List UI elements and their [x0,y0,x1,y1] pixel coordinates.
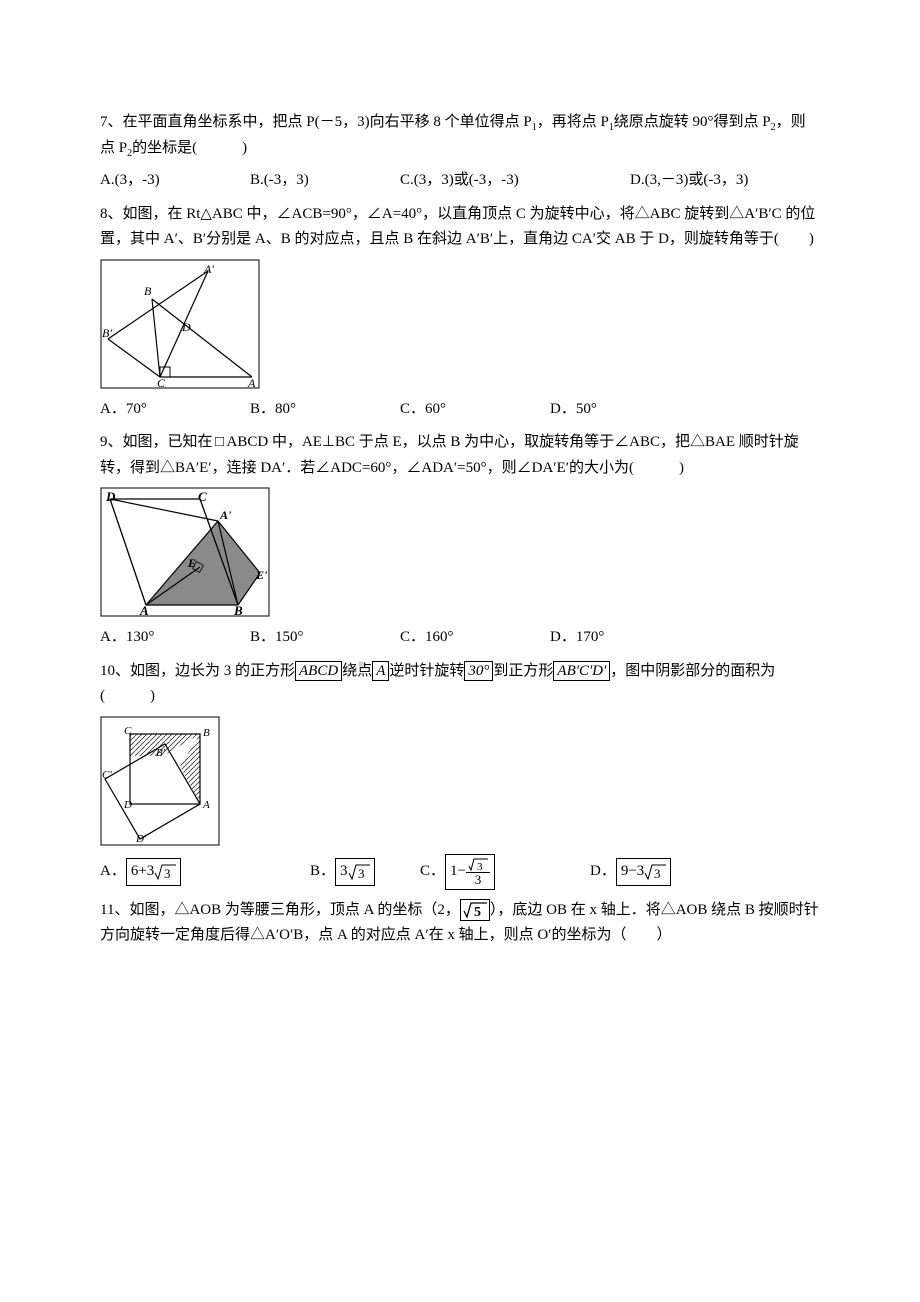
q11-sqrt5: 5 [460,899,490,921]
q9-option-a: A．130° [100,625,250,651]
q10-options: A．6+33 B．33 C．1−33 D．9−33 [100,854,820,890]
q8-option-b: B．80° [250,397,400,423]
svg-text:5: 5 [474,905,481,919]
svg-text:C: C [198,489,207,504]
question-9: 9、如图，已知在□ABCD 中，AE⊥BC 于点 E，以点 B 为中心，取旋转角… [100,430,820,651]
svg-text:A': A' [203,262,214,276]
q7-option-d: D.(3,－3)或(-3，3) [630,168,810,194]
q10-a-box: 6+33 [126,858,181,886]
q11-prefix: 11、如图，△AOB 为等腰三角形，顶点 A 的坐标（2， [100,902,460,918]
question-8: 8、如图，在 Rt△ABC 中，∠ACB=90°，∠A=40°，以直角顶点 C … [100,202,820,423]
page: { "colors": { "text": "#000000", "bg": "… [100,110,820,949]
svg-text:3: 3 [358,866,365,881]
q10-option-c: C．1−33 [420,854,590,890]
q9-text: 9、如图，已知在□ABCD 中，AE⊥BC 于点 E，以点 B 为中心，取旋转角… [100,430,820,481]
q11-text: 11、如图，△AOB 为等腰三角形，顶点 A 的坐标（2，5），底边 OB 在 … [100,898,820,949]
q10-option-a: A．6+33 [100,858,310,886]
svg-text:A': A' [219,508,232,522]
q7-options: A.(3，-3) B.(-3，3) C.(3，3)或(-3，-3) D.(3,－… [100,168,820,194]
q10-option-d: D．9−33 [590,858,740,886]
subscript: 1 [532,122,537,133]
q10-figure: A B C D B' C' D' [100,716,820,846]
q10-box-30: 30° [464,661,493,681]
q10-box-abcd2: AB'C'D' [553,661,610,681]
q9-option-b: B．150° [250,625,400,651]
svg-text:A: A [202,799,210,811]
svg-text:B': B' [102,326,112,340]
q10-text: 10、如图，边长为 3 的正方形ABCD绕点A逆时针旋转30°到正方形AB'C'… [100,659,820,710]
q10-d-box: 9−33 [616,858,671,886]
svg-text:E': E' [255,568,268,582]
q8-options: A．70° B．80° C．60° D．50° [100,397,820,423]
q8-text: 8、如图，在 Rt△ABC 中，∠ACB=90°，∠A=40°，以直角顶点 C … [100,202,820,253]
svg-text:A: A [139,603,149,617]
q8-figure: C A B B' A' D [100,259,820,389]
q10-t6: 到正方形 [493,663,553,679]
subscript: 2 [771,122,776,133]
q10-box-a: A [372,661,389,681]
q10-b-box: 33 [335,858,375,886]
svg-text:D: D [181,320,191,334]
question-11: 11、如图，△AOB 为等腰三角形，顶点 A 的坐标（2，5），底边 OB 在 … [100,898,820,949]
subscript: 1 [609,122,614,133]
svg-text:D: D [123,799,132,811]
q10-c-box: 1−33 [445,854,495,890]
q7-text: 7、在平面直角坐标系中，把点 P(－5，3)向右平移 8 个单位得点 P1，再将… [100,110,820,162]
svg-text:3: 3 [654,866,661,881]
svg-text:D': D' [135,833,147,845]
q10-option-b: B．33 [310,858,420,886]
q9-figure: D C A B A' E' E [100,487,820,617]
q9-option-d: D．170° [550,625,700,651]
q9-options: A．130° B．150° C．160° D．170° [100,625,820,651]
svg-text:3: 3 [477,861,483,872]
q10-t0: 10、如图，边长为 3 的正方形 [100,663,295,679]
q8-option-c: C．60° [400,397,550,423]
question-10: 10、如图，边长为 3 的正方形ABCD绕点A逆时针旋转30°到正方形AB'C'… [100,659,820,890]
svg-text:E: E [187,556,196,570]
svg-text:3: 3 [164,866,171,881]
q7-option-c: C.(3，3)或(-3，-3) [400,168,630,194]
q8-option-a: A．70° [100,397,250,423]
svg-text:C: C [157,376,166,389]
q7-option-b: B.(-3，3) [250,168,400,194]
svg-text:B: B [203,727,210,739]
svg-text:D: D [105,489,116,504]
svg-text:C: C [124,725,132,737]
subscript: 2 [127,148,132,159]
svg-text:B': B' [156,747,166,759]
q8-option-d: D．50° [550,397,700,423]
svg-text:B: B [233,603,243,617]
svg-text:B: B [144,284,152,298]
q10-box-abcd: ABCD [295,661,342,681]
question-7: 7、在平面直角坐标系中，把点 P(－5，3)向右平移 8 个单位得点 P1，再将… [100,110,820,194]
svg-text:A: A [247,376,256,389]
q7-option-a: A.(3，-3) [100,168,250,194]
q10-t4: 逆时针旋转 [389,663,464,679]
q10-t2: 绕点 [342,663,372,679]
svg-text:C': C' [102,769,112,781]
q9-option-c: C．160° [400,625,550,651]
q9-prefix: 9、如图，已知在 [100,434,213,450]
